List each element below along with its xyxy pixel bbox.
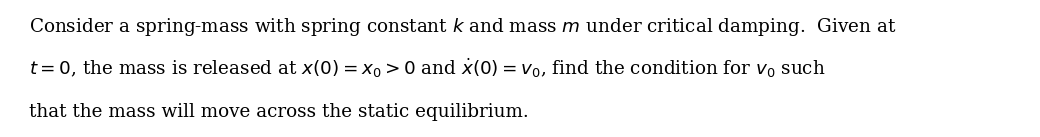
- Text: $t = 0$, the mass is released at $x(0) = x_0 > 0$ and $\dot{x}(0) = v_0$, find t: $t = 0$, the mass is released at $x(0) =…: [29, 57, 826, 80]
- Text: Consider a spring-mass with spring constant $k$ and mass $m$ under critical damp: Consider a spring-mass with spring const…: [29, 16, 896, 38]
- Text: that the mass will move across the static equilibrium.: that the mass will move across the stati…: [29, 103, 529, 121]
